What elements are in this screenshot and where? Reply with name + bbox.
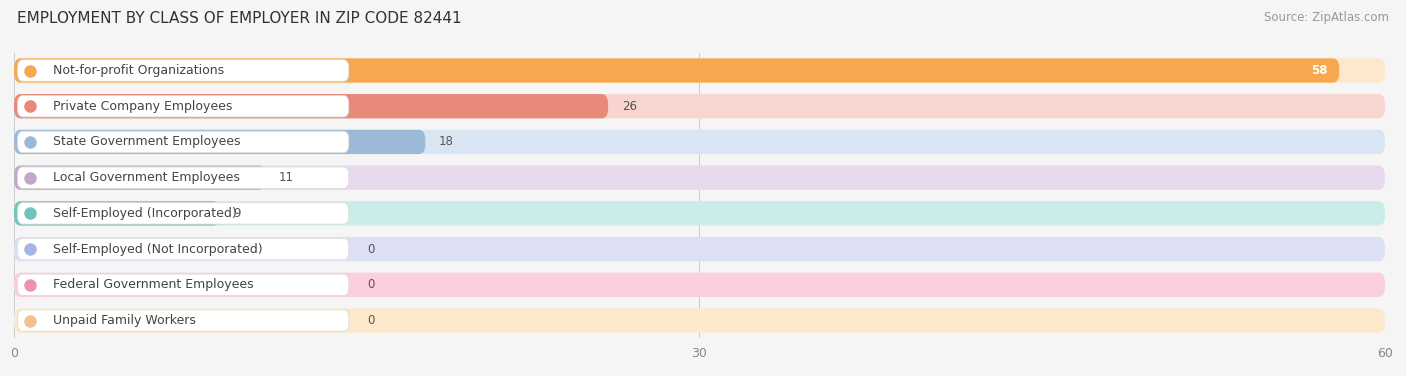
Text: Private Company Employees: Private Company Employees	[53, 100, 232, 113]
FancyBboxPatch shape	[14, 130, 1385, 154]
FancyBboxPatch shape	[14, 201, 1385, 226]
FancyBboxPatch shape	[14, 201, 219, 226]
FancyBboxPatch shape	[17, 274, 349, 296]
Text: Not-for-profit Organizations: Not-for-profit Organizations	[53, 64, 224, 77]
Text: Source: ZipAtlas.com: Source: ZipAtlas.com	[1264, 11, 1389, 24]
FancyBboxPatch shape	[14, 273, 1385, 297]
Text: State Government Employees: State Government Employees	[53, 135, 240, 149]
FancyBboxPatch shape	[17, 203, 349, 224]
FancyBboxPatch shape	[14, 165, 1385, 190]
Text: 18: 18	[439, 135, 454, 149]
Text: 58: 58	[1312, 64, 1327, 77]
FancyBboxPatch shape	[14, 94, 1385, 118]
FancyBboxPatch shape	[14, 94, 609, 118]
Text: Local Government Employees: Local Government Employees	[53, 171, 240, 184]
Text: 0: 0	[367, 278, 374, 291]
FancyBboxPatch shape	[14, 58, 1385, 83]
FancyBboxPatch shape	[14, 308, 1385, 333]
FancyBboxPatch shape	[17, 310, 349, 331]
FancyBboxPatch shape	[17, 131, 349, 153]
FancyBboxPatch shape	[14, 130, 426, 154]
FancyBboxPatch shape	[17, 238, 349, 260]
FancyBboxPatch shape	[17, 167, 349, 188]
Text: 0: 0	[367, 314, 374, 327]
Text: Self-Employed (Not Incorporated): Self-Employed (Not Incorporated)	[53, 243, 263, 256]
Text: 9: 9	[233, 207, 240, 220]
Text: Self-Employed (Incorporated): Self-Employed (Incorporated)	[53, 207, 236, 220]
FancyBboxPatch shape	[14, 58, 1340, 83]
FancyBboxPatch shape	[14, 165, 266, 190]
Text: 26: 26	[621, 100, 637, 113]
Text: Unpaid Family Workers: Unpaid Family Workers	[53, 314, 195, 327]
FancyBboxPatch shape	[17, 60, 349, 81]
Text: 11: 11	[280, 171, 294, 184]
Text: 0: 0	[367, 243, 374, 256]
Text: EMPLOYMENT BY CLASS OF EMPLOYER IN ZIP CODE 82441: EMPLOYMENT BY CLASS OF EMPLOYER IN ZIP C…	[17, 11, 461, 26]
FancyBboxPatch shape	[14, 237, 1385, 261]
FancyBboxPatch shape	[17, 96, 349, 117]
Text: Federal Government Employees: Federal Government Employees	[53, 278, 253, 291]
